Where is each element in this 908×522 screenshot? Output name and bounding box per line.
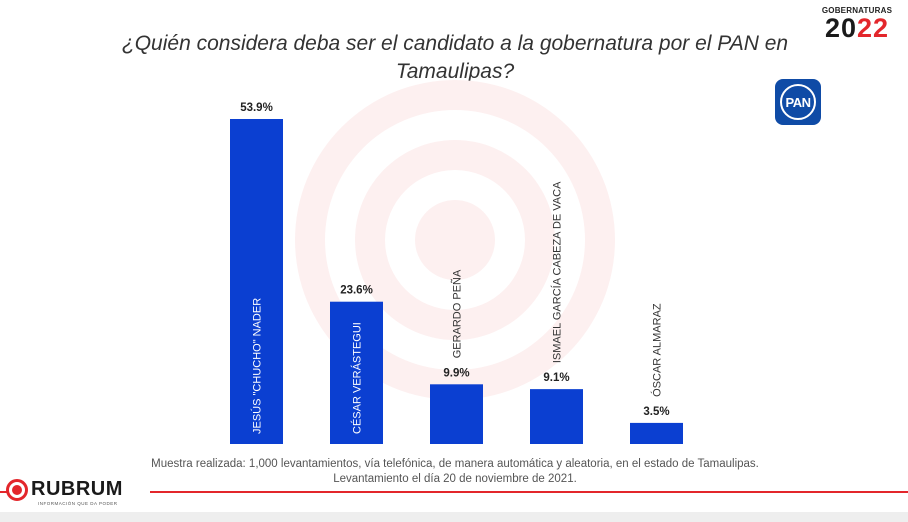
- sample-note-line2: Levantamiento el día 20 de noviembre de …: [333, 473, 577, 485]
- bar-gerardo-pena: [430, 384, 483, 444]
- chart-title: ¿Quién considera deba ser el candidato a…: [121, 32, 789, 83]
- footer-line-left: [0, 491, 8, 493]
- category-label-gerardo-pena: GERARDO PEÑA: [451, 269, 464, 358]
- sample-note-line1: Muestra realizada: 1,000 levantamientos,…: [151, 458, 759, 470]
- badge-year: 2022: [814, 13, 900, 43]
- value-label-oscar-almaraz: 3.5%: [643, 406, 669, 418]
- bar-ismael-garcia-cabeza-de-vaca: [530, 389, 583, 444]
- value-label-ismael-garcia-cabeza-de-vaca: 9.1%: [543, 372, 569, 384]
- footer-line: [150, 491, 908, 493]
- category-label-jesus-chucho-nader: JESÚS "CHUCHO" NADER: [251, 298, 264, 434]
- value-label-jesus-chucho-nader: 53.9%: [240, 102, 273, 114]
- rubrum-logo: RUBRUM: [6, 478, 123, 501]
- rubrum-tagline: INFORMACIÓN QUE DA PODER: [38, 501, 118, 506]
- badge-year-b: 22: [857, 13, 890, 43]
- bar-jesus-chucho-nader: [230, 119, 283, 444]
- pan-logo-text: PAN: [785, 94, 811, 110]
- value-label-gerardo-pena: 9.9%: [443, 367, 469, 379]
- bottom-bar: [0, 512, 908, 522]
- gobernaturas-badge: GOBERNATURAS 2022: [814, 6, 900, 43]
- bar-cesar-verastegui: [330, 301, 383, 444]
- sample-note: Muestra realizada: 1,000 levantamientos,…: [60, 457, 850, 487]
- category-label-cesar-verastegui: CÉSAR VERÁSTEGUI: [351, 322, 364, 434]
- category-label-oscar-almaraz: ÓSCAR ALMARAZ: [651, 303, 664, 397]
- badge-label: GOBERNATURAS: [821, 6, 893, 15]
- category-label-ismael-garcia-cabeza-de-vaca: ISMAEL GARCÍA CABEZA DE VACA: [551, 181, 564, 363]
- pan-logo: PAN: [775, 79, 821, 125]
- value-label-cesar-verastegui: 23.6%: [340, 285, 373, 297]
- bars-group: 53.9% JESÚS "CHUCHO" NADER 23.6% CÉSAR VERÁ…: [230, 102, 683, 444]
- rubrum-target-icon: [6, 478, 28, 501]
- bar-oscar-almaraz: [630, 422, 683, 444]
- rubrum-name: RUBRUM: [31, 478, 123, 500]
- badge-year-a: 20: [824, 13, 857, 43]
